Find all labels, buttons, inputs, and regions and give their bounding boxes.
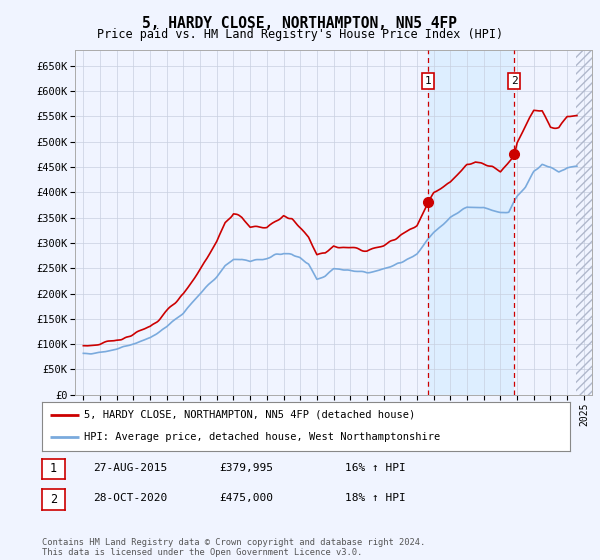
Text: 5, HARDY CLOSE, NORTHAMPTON, NN5 4FP: 5, HARDY CLOSE, NORTHAMPTON, NN5 4FP [143, 16, 458, 31]
Text: 27-AUG-2015: 27-AUG-2015 [93, 463, 167, 473]
Text: Contains HM Land Registry data © Crown copyright and database right 2024.
This d: Contains HM Land Registry data © Crown c… [42, 538, 425, 557]
Text: 16% ↑ HPI: 16% ↑ HPI [345, 463, 406, 473]
Text: £475,000: £475,000 [219, 493, 273, 503]
Text: 2: 2 [50, 493, 57, 506]
Text: £379,995: £379,995 [219, 463, 273, 473]
Bar [428, 50, 514, 395]
Text: Price paid vs. HM Land Registry's House Price Index (HPI): Price paid vs. HM Land Registry's House … [97, 28, 503, 41]
Text: HPI: Average price, detached house, West Northamptonshire: HPI: Average price, detached house, West… [84, 432, 440, 442]
Text: 1: 1 [425, 76, 431, 86]
Text: 2: 2 [511, 76, 518, 86]
Bar [575, 50, 592, 395]
Text: 28-OCT-2020: 28-OCT-2020 [93, 493, 167, 503]
Text: 5, HARDY CLOSE, NORTHAMPTON, NN5 4FP (detached house): 5, HARDY CLOSE, NORTHAMPTON, NN5 4FP (de… [84, 410, 415, 420]
Text: 1: 1 [50, 462, 57, 475]
Text: 18% ↑ HPI: 18% ↑ HPI [345, 493, 406, 503]
